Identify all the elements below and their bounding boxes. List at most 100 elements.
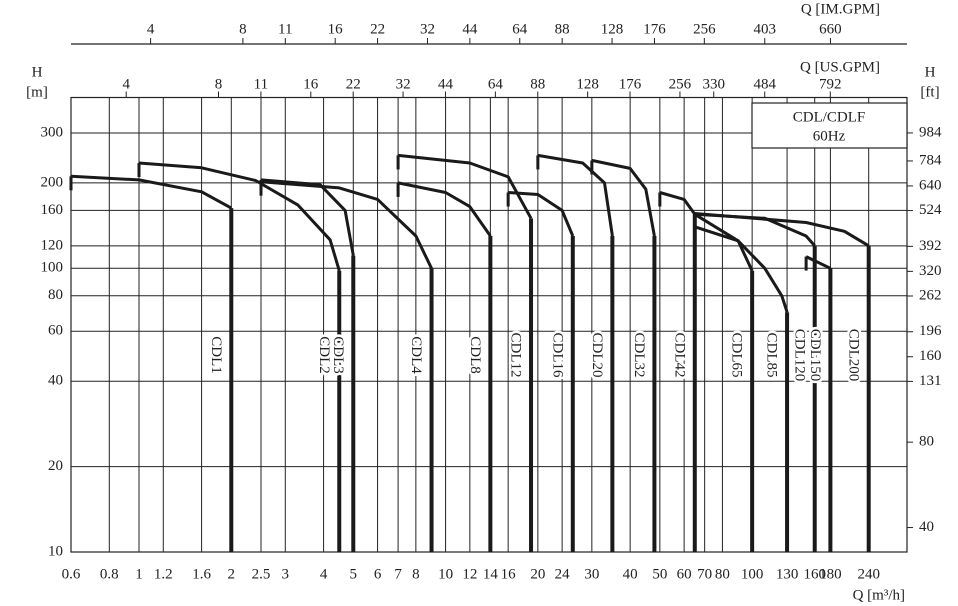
x3-axis-title: Q [IM.GPM] [801,1,880,17]
x3-tick-label: 403 [753,21,776,37]
x-axis-title: Q [m³/h] [853,587,905,603]
series-label: CDL20 [589,333,605,378]
y-tick-label: 100 [41,260,64,276]
series-label: CDL32 [631,333,647,378]
y-axis-title: H [32,64,43,80]
pump-curve [805,255,832,270]
x-tick-label: 3 [282,566,290,582]
pump-curve [659,191,697,216]
y-tick-label: 160 [41,202,64,218]
x-tick-label: 12 [462,566,477,582]
pump-curve [694,212,870,248]
x-tick-label: 50 [652,566,667,582]
y2-axis-unit: [ft] [920,84,939,100]
x-tick-label: 6 [374,566,382,582]
x2-tick-label: 128 [576,76,599,92]
x3-tick-label: 44 [462,21,478,37]
x3-tick-label: 8 [239,21,247,37]
x2-tick-label: 16 [303,76,319,92]
x2-tick-label: 330 [702,76,725,92]
x3-tick-label: 64 [512,21,528,37]
x-tick-label: 1.2 [154,566,173,582]
x2-axis-title: Q [US.GPM] [800,59,880,75]
y2-tick-label: 131 [919,373,942,389]
pump-curve [138,161,341,272]
x-tick-label: 1 [135,566,143,582]
x-tick-label: 1.6 [192,566,211,582]
y2-tick-label: 984 [919,124,942,140]
series-label: CDL2 [316,336,332,374]
series-label: CDL16 [549,333,565,379]
x2-tick-label: 8 [215,76,223,92]
x2-tick-label: 176 [619,76,642,92]
x-tick-label: 180 [819,566,842,582]
x2-tick-label: 64 [488,76,504,92]
series-label: CDL8 [467,336,483,374]
x3-tick-label: 176 [643,21,666,37]
x-tick-label: 24 [555,566,571,582]
x-tick-label: 240 [857,566,880,582]
y-tick-label: 80 [48,287,63,303]
y-tick-label: 40 [48,373,63,389]
y2-tick-label: 196 [919,323,942,339]
y-tick-label: 300 [41,124,64,140]
x3-tick-label: 22 [370,21,385,37]
x-tick-label: 70 [697,566,712,582]
pump-curve [694,225,789,313]
series-label: CDL200 [845,329,861,382]
y-tick-label: 20 [48,458,63,474]
y2-tick-label: 262 [919,287,942,303]
x-tick-label: 0.8 [100,566,119,582]
y2-tick-label: 40 [919,519,934,535]
x-tick-label: 20 [530,566,545,582]
y2-tick-label: 524 [919,202,942,218]
x-tick-label: 30 [584,566,599,582]
pump-curve [397,153,533,220]
y2-tick-label: 784 [919,152,942,168]
x2-tick-label: 256 [669,76,692,92]
x-tick-label: 0.6 [62,566,81,582]
y2-axis-title: H [925,64,936,80]
pump-curve [260,180,433,269]
x-tick-label: 130 [776,566,799,582]
x3-tick-label: 88 [555,21,570,37]
x3-tick-label: 32 [420,21,435,37]
x-tick-label: 100 [741,566,764,582]
y2-tick-label: 160 [919,348,942,364]
y2-tick-label: 80 [919,434,934,450]
y-tick-label: 200 [41,174,64,190]
series-label: CDL42 [671,333,687,378]
series-label: CDL4 [408,336,424,374]
x2-tick-label: 11 [254,76,268,92]
series-label: CDL1 [208,336,224,374]
x-tick-label: 160 [803,566,826,582]
x-tick-label: 8 [412,566,420,582]
x-tick-label: 2.5 [252,566,271,582]
x-tick-label: 80 [715,566,730,582]
y2-tick-label: 320 [919,263,942,279]
x-tick-label: 16 [501,566,517,582]
y2-tick-label: 392 [919,238,942,254]
y2-tick-label: 640 [919,177,942,193]
legend-subtitle: 60Hz [813,128,846,144]
x-tick-label: 40 [623,566,638,582]
x2-tick-label: 88 [530,76,545,92]
legend-box [751,102,908,149]
pump-curve [70,174,233,210]
x-tick-label: 2 [228,566,236,582]
y-axis-unit: [m] [26,84,48,100]
x-tick-label: 14 [483,566,499,582]
x2-tick-label: 792 [819,76,842,92]
x3-tick-label: 660 [819,21,842,37]
x3-tick-label: 4 [147,21,155,37]
series-label: CDL85 [764,333,780,378]
x3-tick-label: 11 [278,21,292,37]
series-label: CDL120 [791,329,807,382]
pump-curve [397,181,492,237]
series-label: CDL12 [508,333,524,378]
x-tick-label: 10 [438,566,453,582]
y-tick-label: 10 [48,543,63,559]
x3-tick-label: 256 [693,21,716,37]
x2-tick-label: 44 [438,76,454,92]
x3-tick-label: 128 [601,21,624,37]
